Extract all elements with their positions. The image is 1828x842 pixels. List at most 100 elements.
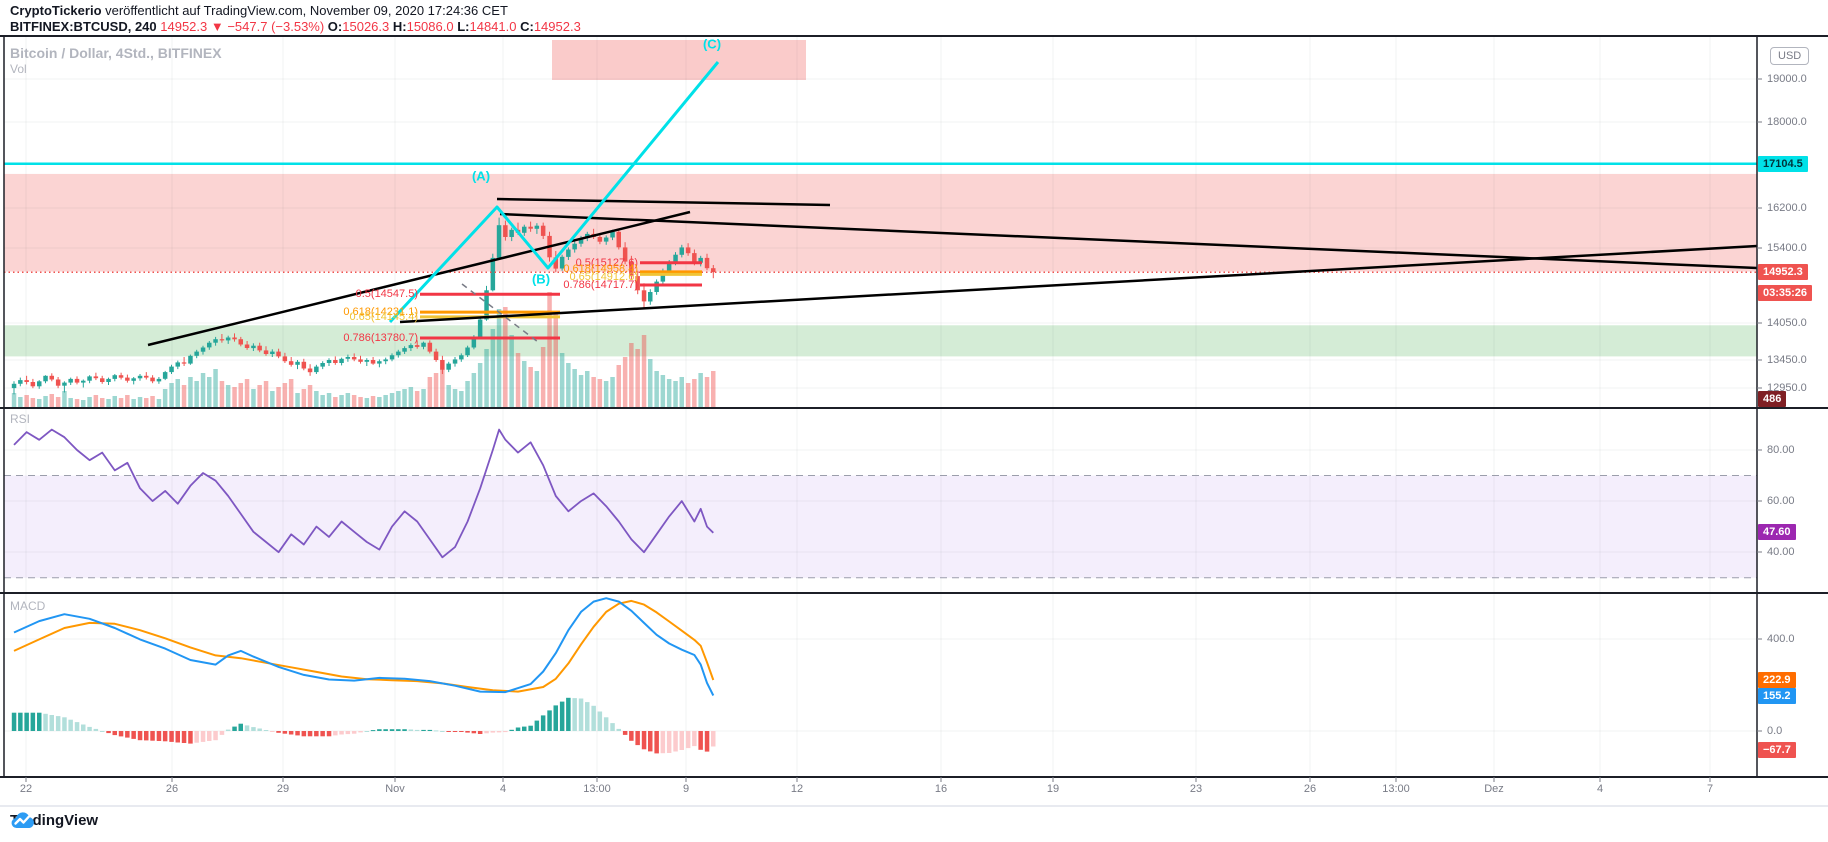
- candle-body: [433, 351, 439, 360]
- candle-body: [490, 257, 496, 291]
- macd-histogram-bar: [534, 720, 540, 731]
- wave-label[interactable]: (B): [531, 271, 551, 287]
- macd-histogram-bar: [288, 731, 294, 735]
- candle-body: [559, 256, 565, 269]
- wave-label[interactable]: (C): [702, 36, 722, 52]
- time-axis-label[interactable]: 7: [1706, 783, 1714, 795]
- candle-body: [660, 271, 666, 282]
- volume-bar: [572, 369, 577, 407]
- candle-body: [572, 243, 577, 250]
- rsi-line[interactable]: [13, 428, 714, 559]
- time-axis-label[interactable]: 26: [1303, 783, 1317, 795]
- time-axis-label[interactable]: Dez: [1484, 783, 1504, 795]
- dashed-trendline[interactable]: [461, 283, 539, 343]
- price-axis-label[interactable]: 15400.0: [1767, 242, 1807, 254]
- time-axis-label[interactable]: 16: [934, 783, 948, 795]
- time-axis-label[interactable]: 19: [1046, 783, 1060, 795]
- target-zone-box[interactable]: [552, 40, 806, 80]
- trendline[interactable]: [499, 212, 1758, 270]
- price-axis-label[interactable]: 19000.0: [1767, 73, 1807, 85]
- time-axis-label[interactable]: 26: [165, 783, 179, 795]
- macd-histogram-bar: [477, 731, 483, 734]
- time-axis-label[interactable]: 13:00: [583, 783, 611, 795]
- macd-histogram-bar: [87, 726, 92, 731]
- price-axis-label[interactable]: 18000.0: [1767, 116, 1807, 128]
- tradingview-logo[interactable]: TradingView: [10, 812, 98, 829]
- price-axis-label[interactable]: 16200.0: [1767, 202, 1807, 214]
- macd-histogram-bar: [446, 731, 451, 732]
- macd-histogram-bar: [698, 731, 703, 750]
- rsi-indicator-label[interactable]: RSI: [10, 412, 31, 426]
- price-axis-label[interactable]: 400.0: [1767, 633, 1795, 645]
- candle-body: [440, 360, 445, 370]
- candle-body: [137, 375, 143, 379]
- candle-body: [194, 351, 199, 356]
- macd-histogram-bar: [553, 705, 558, 731]
- volume-bar: [125, 395, 130, 407]
- volume-bar: [610, 377, 615, 407]
- macd-signal-line[interactable]: [13, 599, 715, 693]
- macd-histogram-bar: [692, 731, 697, 747]
- volume-bar: [440, 369, 445, 407]
- candle-body: [213, 339, 218, 343]
- volume-bar: [553, 311, 558, 407]
- price-axis-label[interactable]: 80.00: [1767, 444, 1795, 456]
- fib-level-label: 0.65(14145.4): [349, 310, 419, 323]
- price-axis-label[interactable]: 13450.0: [1767, 354, 1807, 366]
- candle-body: [465, 347, 470, 356]
- time-axis-label[interactable]: 12: [790, 783, 804, 795]
- support-zone[interactable]: [4, 325, 1757, 357]
- open-value: 15026.3: [342, 19, 390, 34]
- candle-body: [522, 226, 527, 233]
- macd-histogram-bar: [528, 725, 533, 731]
- macd-histogram-bar: [559, 701, 565, 731]
- volume-bar: [213, 369, 218, 407]
- publish-info: veröffentlicht auf TradingView.com, Nove…: [101, 3, 508, 18]
- trendline[interactable]: [399, 244, 1758, 324]
- volume-bar: [11, 393, 17, 407]
- time-axis-label[interactable]: 29: [276, 783, 290, 795]
- candle-body: [232, 337, 237, 340]
- volume-bar: [603, 381, 609, 407]
- price-axis-label[interactable]: 0.0: [1767, 725, 1783, 737]
- abc-wave-line[interactable]: [388, 61, 720, 324]
- candle-body: [396, 351, 401, 356]
- candle-body: [314, 366, 319, 373]
- macd-histogram-bar: [522, 726, 527, 731]
- time-axis-label[interactable]: 13:00: [1382, 783, 1410, 795]
- time-axis-label[interactable]: 9: [682, 783, 690, 795]
- candle-body: [207, 342, 212, 348]
- macd-histogram-bar: [616, 728, 621, 731]
- time-axis-label[interactable]: 4: [499, 783, 507, 795]
- volume-indicator-label[interactable]: Vol: [10, 62, 27, 76]
- candle-body: [257, 345, 262, 351]
- volume-bar: [314, 391, 319, 407]
- volume-bar: [225, 385, 231, 407]
- time-axis-label[interactable]: 23: [1189, 783, 1203, 795]
- candle-body: [629, 261, 634, 277]
- time-axis-label[interactable]: 4: [1596, 783, 1604, 795]
- candle-body: [534, 225, 540, 229]
- time-axis-label[interactable]: Nov: [385, 783, 405, 795]
- currency-unit-button[interactable]: USD: [1770, 47, 1810, 65]
- price-axis-label[interactable]: 14050.0: [1767, 317, 1807, 329]
- trendline[interactable]: [496, 197, 831, 207]
- macd-indicator-label[interactable]: MACD: [10, 599, 46, 613]
- high-label: H:: [389, 19, 407, 34]
- candle-body: [87, 376, 92, 381]
- macd-histogram-bar: [55, 716, 61, 731]
- candle-body: [81, 380, 86, 383]
- wave-label[interactable]: (A): [471, 168, 491, 184]
- volume-bar: [43, 396, 48, 407]
- time-axis-label[interactable]: 22: [19, 783, 33, 795]
- price-axis-label[interactable]: 60.00: [1767, 495, 1795, 507]
- macd-line[interactable]: [13, 597, 715, 696]
- macd-histogram-bar: [11, 712, 17, 731]
- volume-bar: [402, 389, 407, 407]
- trendline[interactable]: [147, 210, 691, 347]
- price-axis-label[interactable]: 40.00: [1767, 546, 1795, 558]
- candle-body: [635, 276, 640, 291]
- macd-histogram-bar: [364, 731, 370, 732]
- candle-body: [679, 247, 684, 255]
